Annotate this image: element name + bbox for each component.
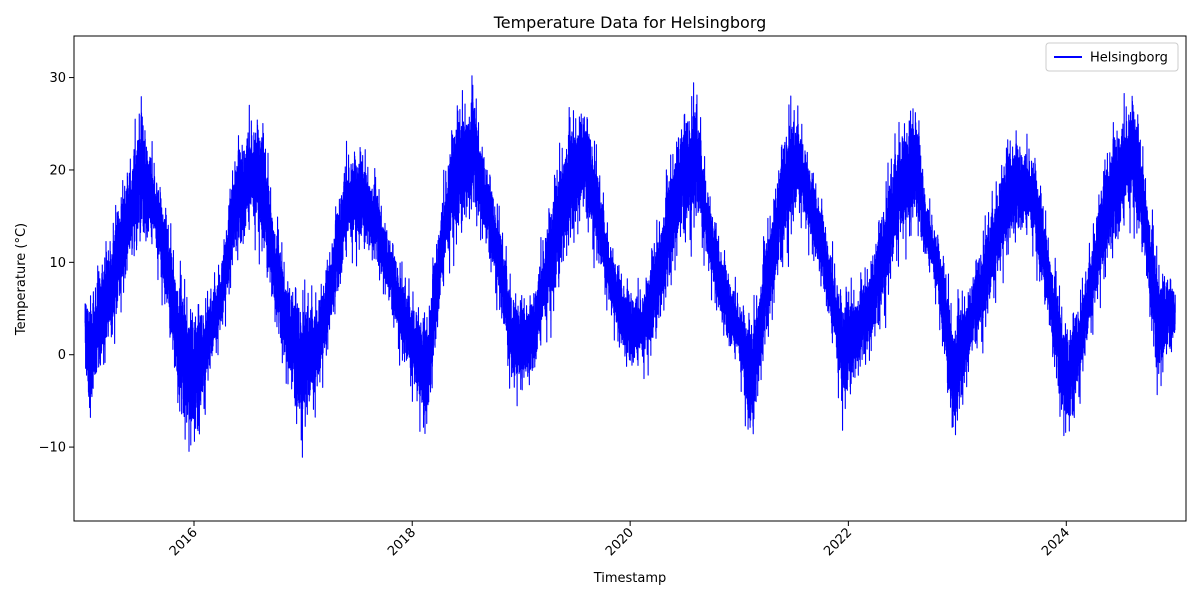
x-axis-title: Timestamp	[593, 571, 667, 586]
chart-title: Temperature Data for Helsingborg	[493, 13, 767, 32]
y-tick-label: 10	[49, 256, 66, 271]
y-tick-label: −10	[39, 441, 66, 456]
series-line-helsingborg	[84, 75, 1176, 458]
series-layer	[84, 75, 1176, 458]
y-axis-title: Temperature (°C)	[14, 223, 29, 336]
y-tick-label: 30	[49, 71, 66, 86]
y-tick-label: 20	[49, 163, 66, 178]
legend: Helsingborg	[1045, 42, 1179, 72]
legend-box	[1045, 42, 1179, 72]
y-tick-label: 0	[58, 348, 66, 363]
y-axis-ticks: −10 0 10 20 30	[39, 71, 74, 456]
legend-label-helsingborg: Helsingborg	[1090, 51, 1168, 66]
